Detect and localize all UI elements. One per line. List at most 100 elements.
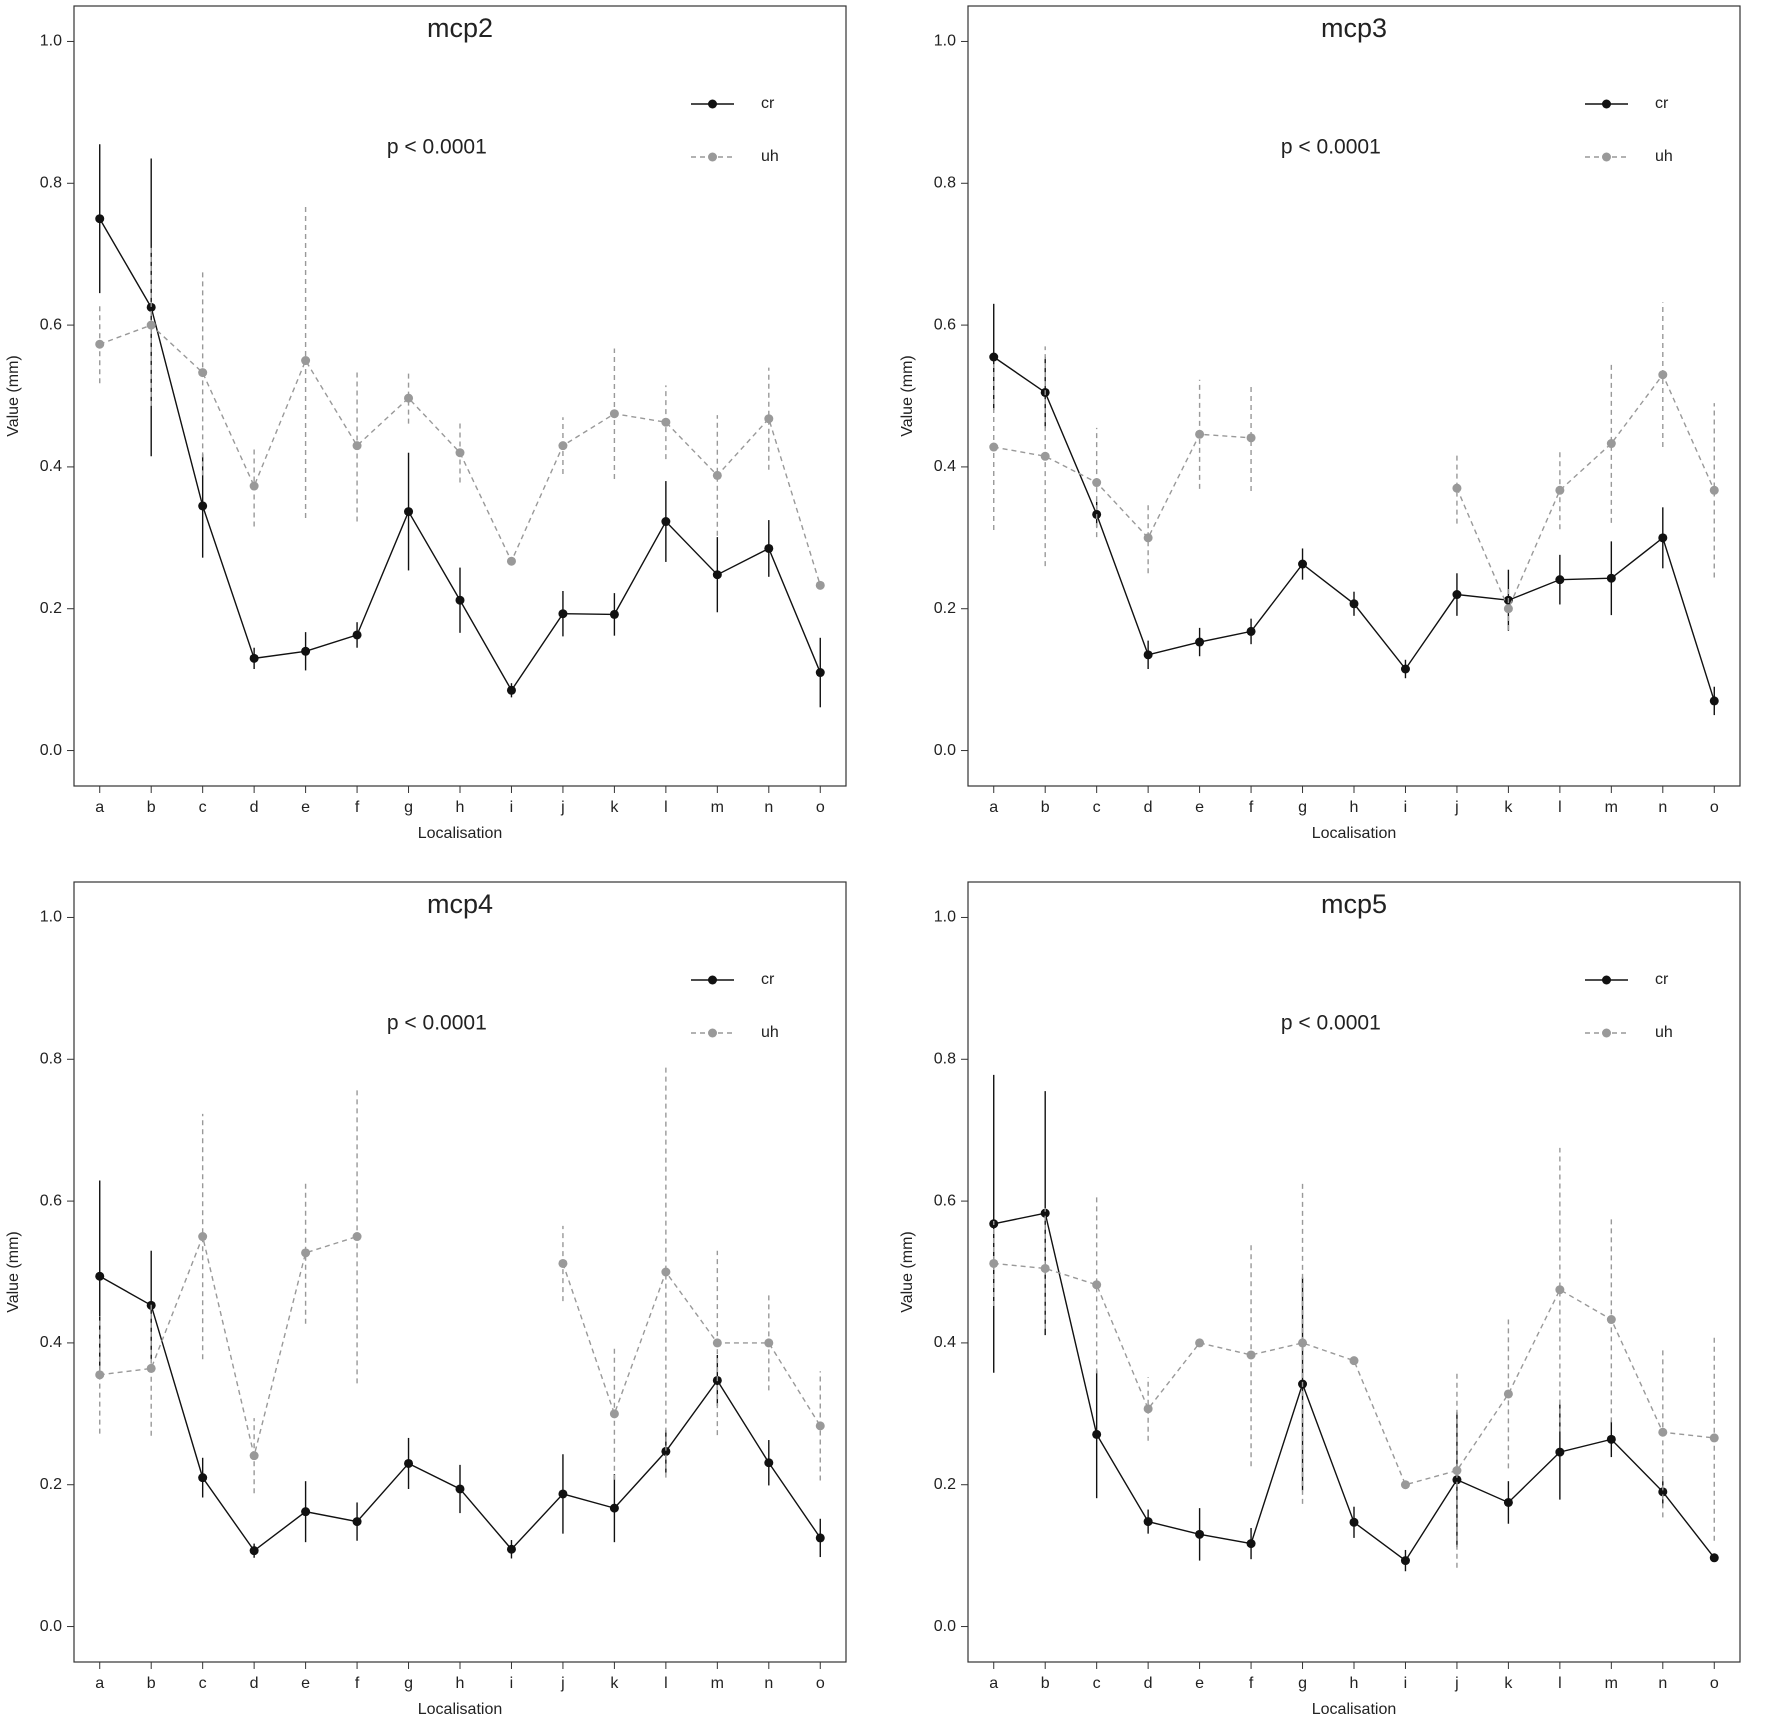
x-tick-label: j — [1454, 1675, 1459, 1692]
data-point — [1246, 1539, 1256, 1549]
legend-label: uh — [1655, 1024, 1673, 1041]
data-point — [455, 595, 465, 605]
y-tick-label: 0.2 — [40, 1476, 62, 1493]
x-tick-label: c — [1093, 1675, 1101, 1692]
x-tick-label: m — [1605, 799, 1618, 816]
x-tick-label: o — [816, 1675, 825, 1692]
x-tick-label: e — [301, 799, 310, 816]
data-point — [815, 1421, 825, 1431]
data-point — [146, 1363, 156, 1373]
data-point — [1709, 1553, 1719, 1563]
annotation: p < 0.0001 — [1281, 1011, 1381, 1034]
x-axis-label: Localisation — [1312, 1701, 1397, 1718]
data-point — [712, 570, 722, 580]
series-line — [993, 373, 1715, 611]
data-point — [1606, 1434, 1616, 1444]
data-point — [1658, 1487, 1668, 1497]
data-point — [198, 1232, 208, 1242]
legend-marker — [1602, 975, 1611, 985]
data-point — [249, 653, 259, 663]
plot-frame — [967, 881, 1741, 1663]
data-point — [1503, 604, 1513, 614]
data-point — [249, 1546, 259, 1556]
data-point — [1040, 1208, 1050, 1218]
x-tick-label: l — [1558, 799, 1562, 816]
data-point — [1298, 1338, 1308, 1348]
x-tick-label: h — [1350, 1675, 1359, 1692]
x-tick-label: d — [1144, 1675, 1153, 1692]
data-point — [1555, 575, 1565, 585]
x-tick-label: a — [95, 1675, 104, 1692]
legend-marker — [708, 152, 717, 162]
x-tick-label: h — [456, 799, 465, 816]
x-tick-label: f — [355, 799, 360, 816]
data-point — [95, 1370, 105, 1380]
x-tick-label: n — [1658, 799, 1667, 816]
x-tick-label: l — [1558, 1675, 1562, 1692]
x-tick-label: g — [1298, 1675, 1307, 1692]
data-point — [1195, 1338, 1205, 1348]
x-tick-label: m — [1605, 1675, 1618, 1692]
data-point — [1503, 1497, 1513, 1507]
legend-marker — [1602, 99, 1611, 109]
data-point — [764, 1338, 774, 1348]
x-tick-label: h — [456, 1675, 465, 1692]
y-tick-label: 0.4 — [40, 458, 62, 475]
series-line — [993, 356, 1715, 702]
x-tick-label: b — [147, 799, 156, 816]
data-point — [1452, 590, 1462, 600]
x-tick-label: k — [610, 1675, 619, 1692]
data-point — [1400, 1480, 1410, 1490]
x-tick-label: n — [1658, 1675, 1667, 1692]
legend-label: uh — [761, 1024, 779, 1041]
data-point — [1709, 485, 1719, 495]
data-point — [1246, 1350, 1256, 1360]
y-tick-label: 0.2 — [40, 600, 62, 617]
x-tick-label: o — [1710, 799, 1719, 816]
data-point — [95, 339, 105, 349]
y-tick-label: 0.4 — [40, 1334, 62, 1351]
data-point — [609, 1409, 619, 1419]
series-line — [993, 1262, 1715, 1486]
data-point — [815, 580, 825, 590]
data-point — [1452, 483, 1462, 493]
data-point — [1709, 696, 1719, 706]
data-point — [249, 1451, 259, 1461]
data-point — [506, 685, 516, 695]
x-tick-label: e — [1195, 799, 1204, 816]
data-point — [661, 417, 671, 427]
data-point — [764, 543, 774, 553]
y-tick-label: 0.4 — [934, 1334, 956, 1351]
legend-label: uh — [761, 148, 779, 165]
data-point — [764, 1458, 774, 1468]
data-point — [558, 609, 568, 619]
legend-marker — [708, 99, 717, 109]
data-point — [815, 1533, 825, 1543]
x-tick-label: i — [510, 799, 514, 816]
x-tick-label: g — [1298, 799, 1307, 816]
y-tick-label: 0.8 — [40, 174, 62, 191]
x-tick-label: e — [301, 1675, 310, 1692]
data-point — [1143, 650, 1153, 660]
y-tick-label: 0.0 — [934, 1618, 956, 1635]
plot-frame — [967, 5, 1741, 787]
x-tick-label: o — [1710, 1675, 1719, 1692]
y-axis-label: Value (mm) — [899, 355, 916, 437]
data-point — [989, 352, 999, 362]
y-tick-label: 1.0 — [40, 33, 62, 50]
data-point — [198, 501, 208, 511]
series-line — [99, 1234, 821, 1456]
x-axis-label: Localisation — [1312, 825, 1397, 842]
y-tick-label: 0.6 — [934, 1192, 956, 1209]
data-point — [1195, 429, 1205, 439]
data-point — [1555, 1285, 1565, 1295]
x-tick-label: i — [1404, 799, 1408, 816]
y-tick-label: 0.0 — [934, 742, 956, 759]
data-point — [1143, 533, 1153, 543]
data-point — [404, 507, 414, 517]
x-tick-label: j — [560, 1675, 565, 1692]
data-point — [1452, 1475, 1462, 1485]
x-tick-label: d — [250, 1675, 259, 1692]
data-point — [301, 356, 311, 366]
legend-label: cr — [761, 971, 775, 988]
